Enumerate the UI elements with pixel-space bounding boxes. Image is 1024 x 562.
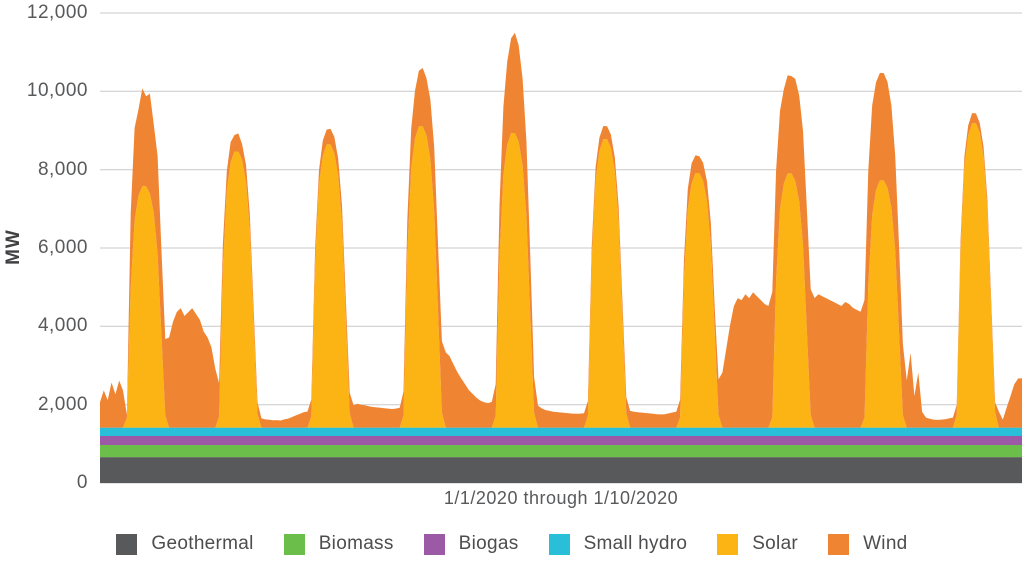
legend-swatch-biomass bbox=[283, 533, 305, 555]
legend-swatch-solar bbox=[717, 533, 739, 555]
legend-label-biogas: Biogas bbox=[458, 533, 519, 554]
legend-item-biomass: Biomass bbox=[283, 533, 394, 555]
area-small_hydro bbox=[100, 427, 1022, 436]
y-tick-label-6000: 6,000 bbox=[37, 237, 88, 258]
legend-swatch-biogas bbox=[423, 533, 445, 555]
legend-item-wind: Wind bbox=[828, 533, 908, 555]
y-tick-label-0: 0 bbox=[76, 472, 88, 493]
legend-label-small_hydro: Small hydro bbox=[583, 533, 688, 554]
area-solar bbox=[100, 123, 1022, 428]
area-wind bbox=[100, 32, 1022, 428]
legend-swatch-wind bbox=[828, 533, 850, 555]
legend-label-geothermal: Geothermal bbox=[151, 533, 254, 554]
area-geothermal bbox=[100, 457, 1022, 483]
legend-item-geothermal: Geothermal bbox=[116, 533, 253, 555]
y-tick-label-2000: 2,000 bbox=[37, 393, 88, 415]
legend-label-wind: Wind bbox=[863, 533, 908, 554]
chart-legend: Geothermal Biomass Biogas Small hydro Solar W… bbox=[0, 533, 1024, 555]
y-tick-label-12000: 12,000 bbox=[26, 2, 88, 23]
y-tick-label-4000: 4,000 bbox=[37, 315, 88, 337]
legend-item-biogas: Biogas bbox=[423, 533, 519, 555]
legend-label-solar: Solar bbox=[752, 533, 799, 554]
area-biogas bbox=[100, 436, 1022, 445]
legend-swatch-small_hydro bbox=[548, 533, 570, 555]
area-biomass bbox=[100, 445, 1022, 458]
legend-item-solar: Solar bbox=[717, 533, 798, 555]
legend-label-biomass: Biomass bbox=[318, 533, 394, 554]
legend-item-small_hydro: Small hydro bbox=[548, 533, 688, 555]
y-tick-label-8000: 8,000 bbox=[37, 158, 88, 180]
legend-swatch-geothermal bbox=[116, 533, 138, 555]
y-tick-label-10000: 10,000 bbox=[26, 80, 88, 102]
x-axis-label: 1/1/2020 through 1/10/2020 bbox=[443, 488, 679, 508]
